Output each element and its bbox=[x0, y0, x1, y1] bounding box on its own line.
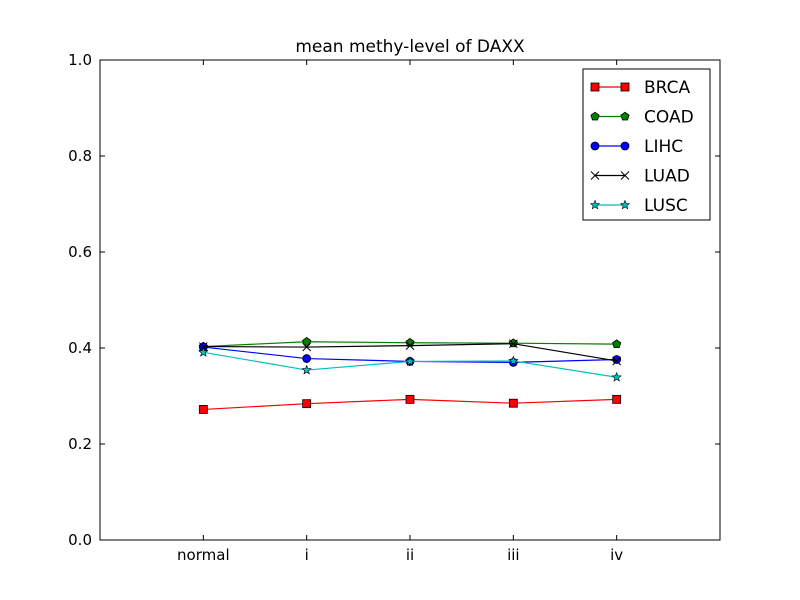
legend-label-lihc: LIHC bbox=[644, 137, 683, 157]
legend-label-brca: BRCA bbox=[644, 78, 690, 98]
x-tick-label: i bbox=[305, 546, 309, 564]
legend-marker-luad-stroke bbox=[620, 171, 630, 180]
data-point-lusc bbox=[198, 346, 209, 357]
data-point-brca bbox=[508, 398, 518, 408]
x-tick-label: iv bbox=[610, 546, 623, 564]
legend-label-luad: LUAD bbox=[644, 167, 690, 187]
y-tick-label: 0.8 bbox=[68, 147, 92, 165]
data-point-luad-stroke bbox=[612, 356, 622, 366]
legend-marker-coad bbox=[590, 111, 600, 121]
legend-marker-brca bbox=[620, 82, 630, 92]
data-point-brca bbox=[405, 394, 415, 404]
legend-label-lusc: LUSC bbox=[644, 196, 688, 216]
data-point-brca bbox=[198, 405, 208, 414]
legend-marker-luad-stroke bbox=[590, 171, 600, 180]
data-point-luad bbox=[302, 342, 312, 352]
data-point-luad-stroke bbox=[508, 339, 518, 349]
data-point-luad bbox=[198, 342, 208, 351]
legend-marker-brca bbox=[590, 82, 600, 92]
legend-marker-lihc bbox=[620, 141, 630, 151]
legend-marker-lusc bbox=[619, 199, 631, 210]
data-point-lihc bbox=[612, 355, 622, 364]
data-point-luad bbox=[612, 356, 622, 366]
y-tick-label: 0.4 bbox=[68, 339, 92, 357]
chart-title: mean methy-level of DAXX bbox=[295, 37, 525, 57]
series-coad bbox=[198, 336, 622, 351]
series-brca bbox=[198, 394, 622, 414]
legend-marker-luad bbox=[620, 171, 630, 180]
data-point-luad-stroke bbox=[198, 342, 208, 351]
data-point-coad bbox=[612, 339, 622, 349]
data-point-coad bbox=[302, 336, 312, 346]
y-tick-label: 0.0 bbox=[68, 531, 92, 549]
data-point-luad bbox=[508, 339, 518, 349]
series-lusc bbox=[198, 346, 622, 382]
data-point-brca bbox=[302, 399, 312, 409]
legend-marker-lihc bbox=[590, 141, 600, 151]
data-point-lusc bbox=[301, 364, 312, 375]
x-tick-label: iii bbox=[507, 546, 520, 564]
data-point-brca bbox=[612, 394, 622, 404]
data-point-lusc bbox=[611, 371, 622, 382]
data-point-lusc bbox=[404, 356, 416, 366]
legend-marker-lusc bbox=[589, 199, 601, 210]
data-point-luad-stroke bbox=[302, 342, 312, 352]
legend-label-coad: COAD bbox=[644, 108, 694, 128]
x-tick-label: normal bbox=[177, 546, 230, 564]
series-luad bbox=[198, 339, 622, 366]
y-tick-label: 0.2 bbox=[68, 435, 92, 453]
y-tick-label: 1.0 bbox=[68, 51, 92, 69]
data-point-lusc bbox=[508, 355, 519, 366]
data-point-luad-stroke bbox=[405, 341, 415, 350]
data-point-luad bbox=[405, 341, 415, 350]
y-tick-label: 0.6 bbox=[68, 243, 92, 261]
legend-box bbox=[582, 68, 711, 221]
data-point-lihc bbox=[302, 354, 312, 363]
legend-marker-luad bbox=[590, 171, 600, 180]
legend-marker-coad bbox=[620, 111, 630, 121]
x-tick-label: ii bbox=[406, 546, 414, 564]
data-point-coad bbox=[508, 338, 518, 348]
legend: BRCA COAD LIHC LUAD LUSC bbox=[582, 68, 711, 221]
